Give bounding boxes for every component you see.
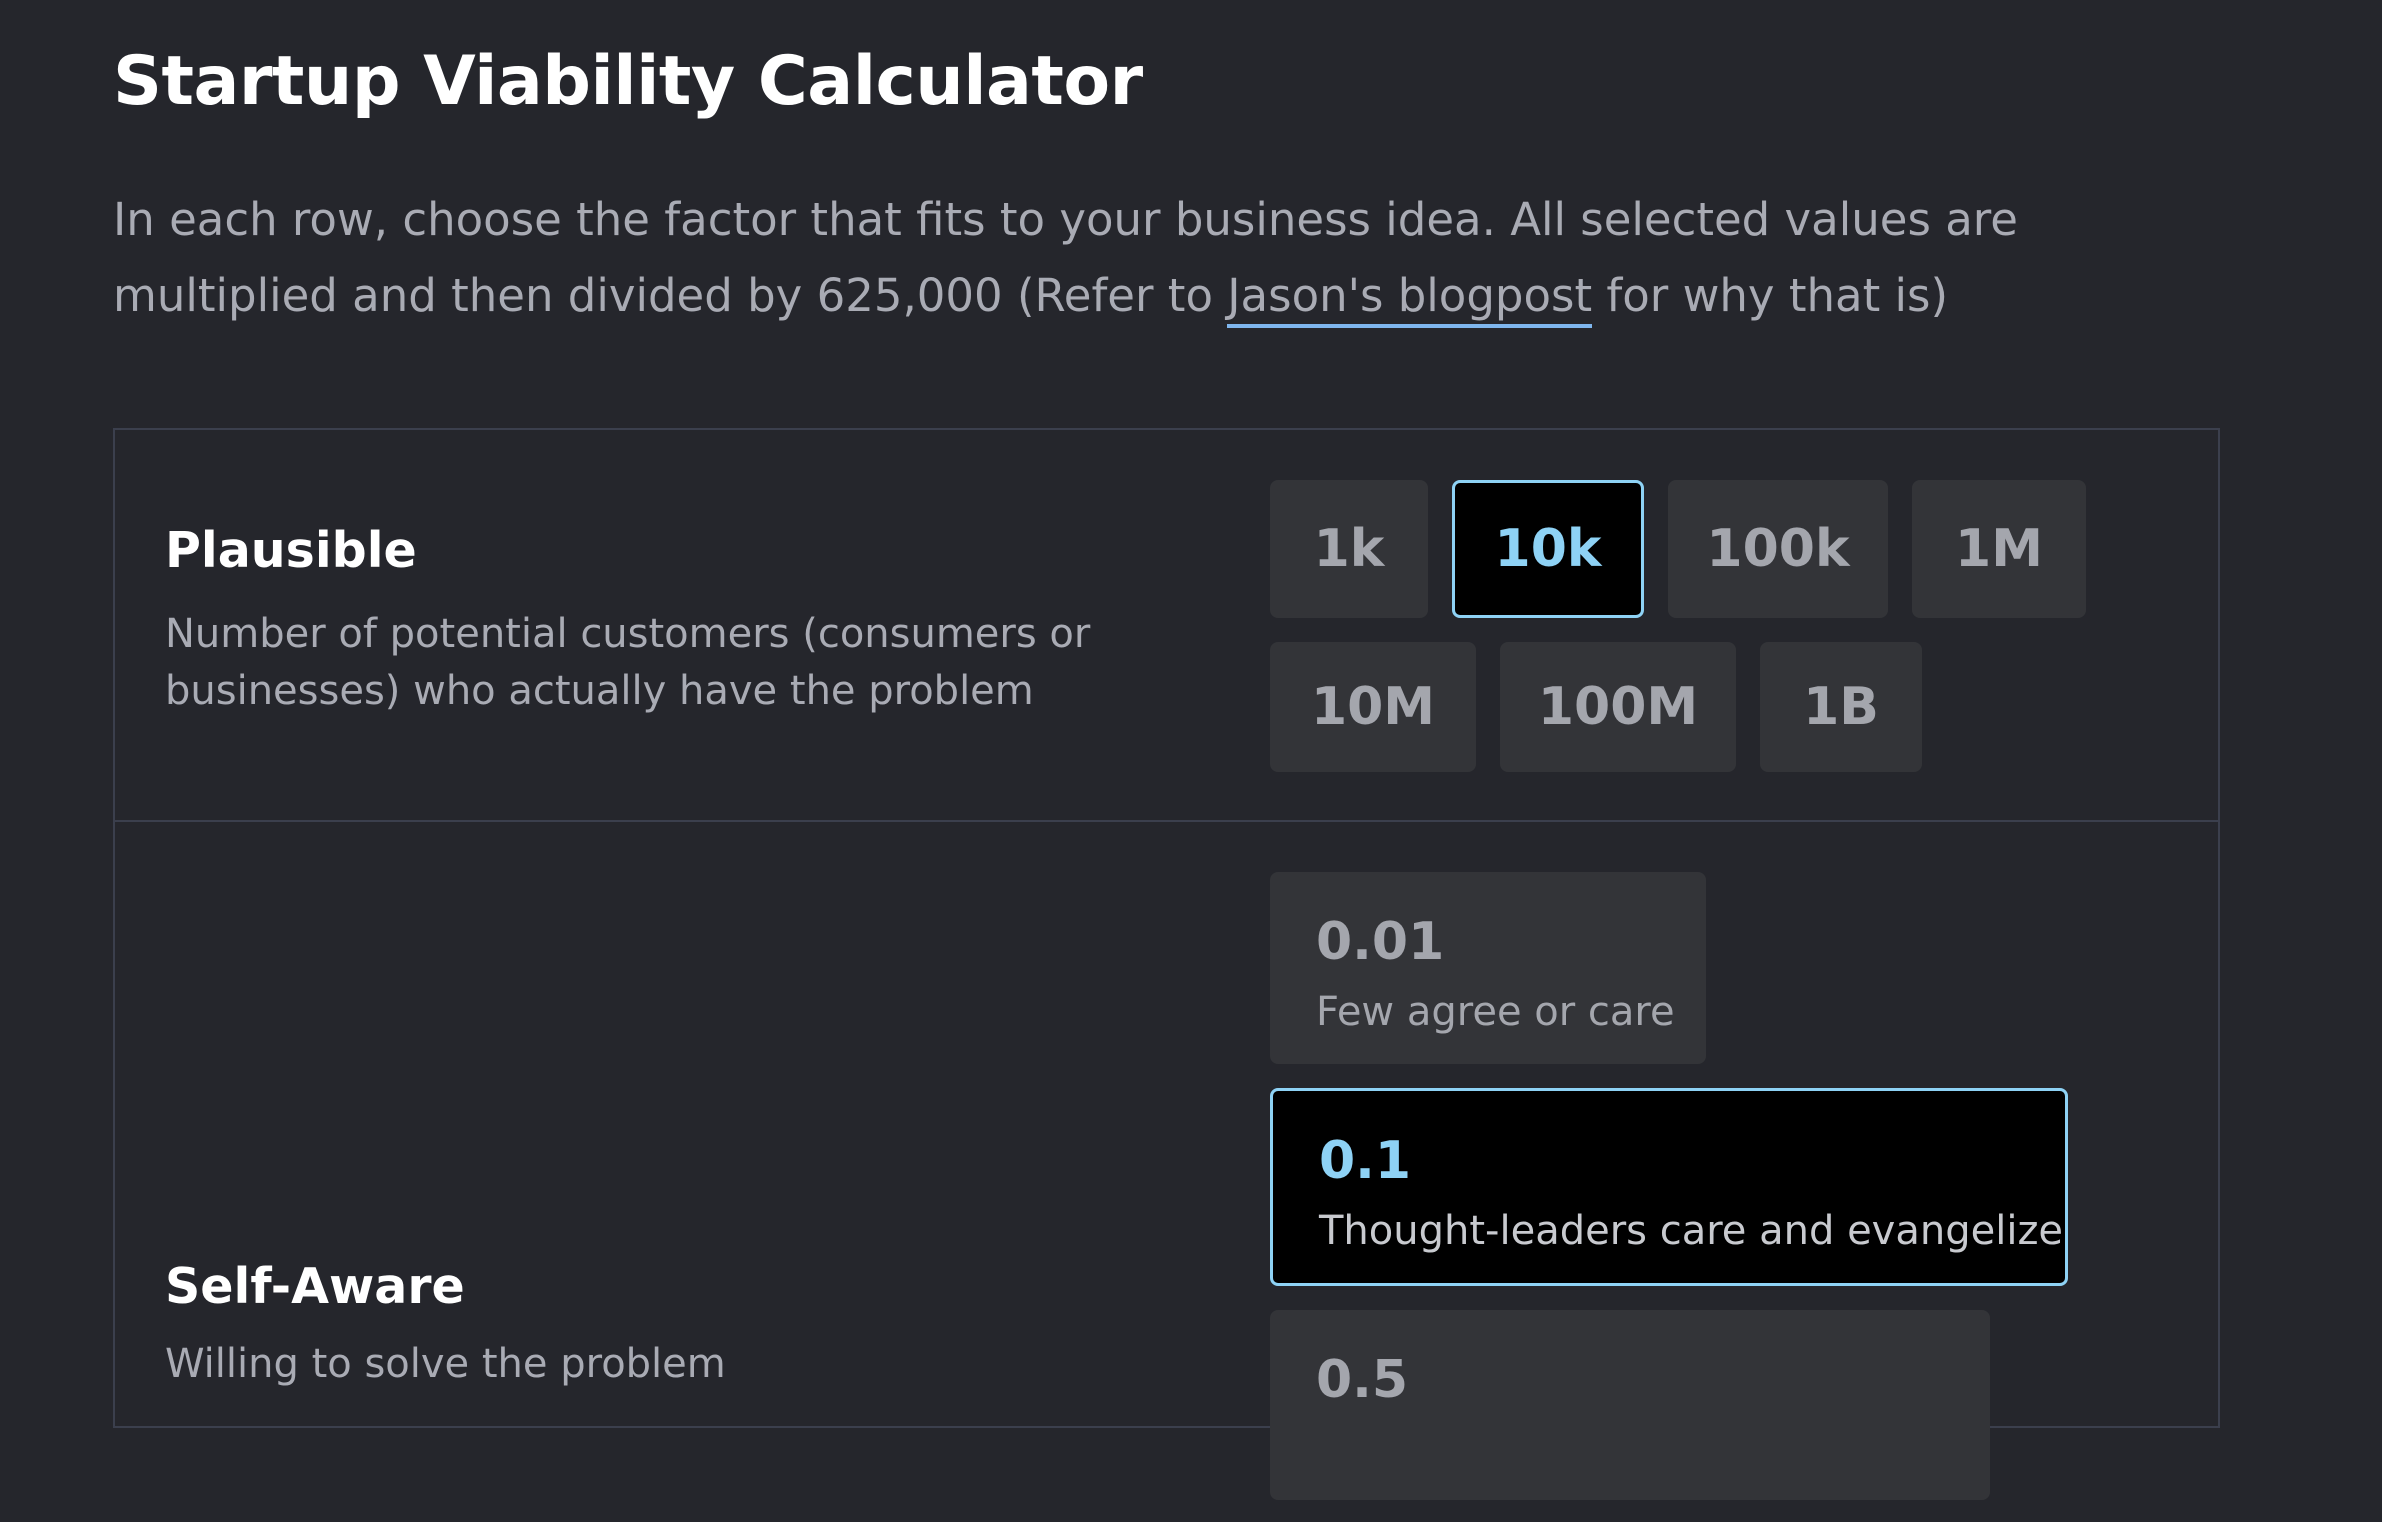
option-100m[interactable]: 100M bbox=[1500, 642, 1736, 772]
option-value: 0.1 bbox=[1319, 1131, 1412, 1191]
calculator-table: Plausible Number of potential customers … bbox=[113, 428, 2220, 1500]
option-label: Few agree or care bbox=[1316, 989, 1675, 1035]
option-1b[interactable]: 1B bbox=[1760, 642, 1922, 772]
option-10m[interactable]: 10M bbox=[1270, 642, 1476, 772]
factor-row-plausible: Plausible Number of potential customers … bbox=[115, 430, 2218, 822]
row-description-plausible: Number of potential customers (consumers… bbox=[165, 611, 1091, 714]
row-title-plausible: Plausible bbox=[165, 522, 417, 579]
blogpost-link[interactable]: Jason's blogpost bbox=[1227, 269, 1593, 328]
row-title-self-aware: Self-Aware bbox=[165, 1258, 465, 1315]
factor-row-self-aware: Self-Aware Willing to solve the problem … bbox=[115, 822, 2218, 1522]
option-1m[interactable]: 1M bbox=[1912, 480, 2086, 618]
option-label: Thought-leaders care and evangelize bbox=[1319, 1208, 2064, 1254]
intro-text-after: for why that is) bbox=[1592, 269, 1949, 322]
option-100k[interactable]: 100k bbox=[1668, 480, 1888, 618]
option-10k-selected[interactable]: 10k bbox=[1452, 480, 1644, 618]
option-value: 0.5 bbox=[1316, 1350, 1409, 1410]
option-0-5[interactable]: 0.5 bbox=[1270, 1310, 1990, 1500]
intro-text-before: In each row, choose the factor that fits… bbox=[113, 193, 2018, 322]
row-description-self-aware: Willing to solve the problem bbox=[165, 1341, 726, 1387]
page-title: Startup Viability Calculator bbox=[113, 42, 1143, 121]
option-0-01[interactable]: 0.01 Few agree or care bbox=[1270, 872, 1706, 1064]
option-1k[interactable]: 1k bbox=[1270, 480, 1428, 618]
intro-paragraph: In each row, choose the factor that fits… bbox=[113, 182, 2233, 334]
option-value: 0.01 bbox=[1316, 912, 1445, 972]
option-0-1-selected[interactable]: 0.1 Thought-leaders care and evangelize bbox=[1270, 1088, 2068, 1286]
